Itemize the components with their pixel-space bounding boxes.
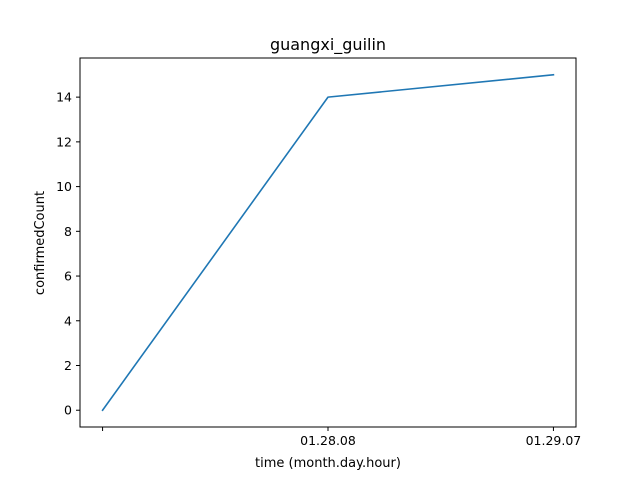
x-axis-label: time (month.day.hour) [255, 456, 401, 471]
chart-title: guangxi_guilin [270, 35, 386, 55]
y-tick-label: 10 [56, 179, 72, 194]
y-tick-label: 0 [64, 403, 72, 418]
series-line-0 [101, 73, 555, 412]
y-tick-label: 8 [64, 224, 72, 239]
x-tick-label: 01.29.07 [526, 433, 582, 448]
y-tick-label: 6 [64, 269, 72, 284]
y-tick-label: 14 [56, 90, 72, 105]
x-tick-label: 01.28.08 [300, 433, 356, 448]
plot-area: 0 2 4 6 8 10 12 14 01.28.08 01.29.07 [56, 57, 582, 448]
y-axis-label: confirmedCount [33, 191, 48, 295]
y-tick-label: 12 [56, 134, 72, 149]
y-tick-label: 4 [64, 313, 72, 328]
y-tick-label: 2 [64, 358, 72, 373]
